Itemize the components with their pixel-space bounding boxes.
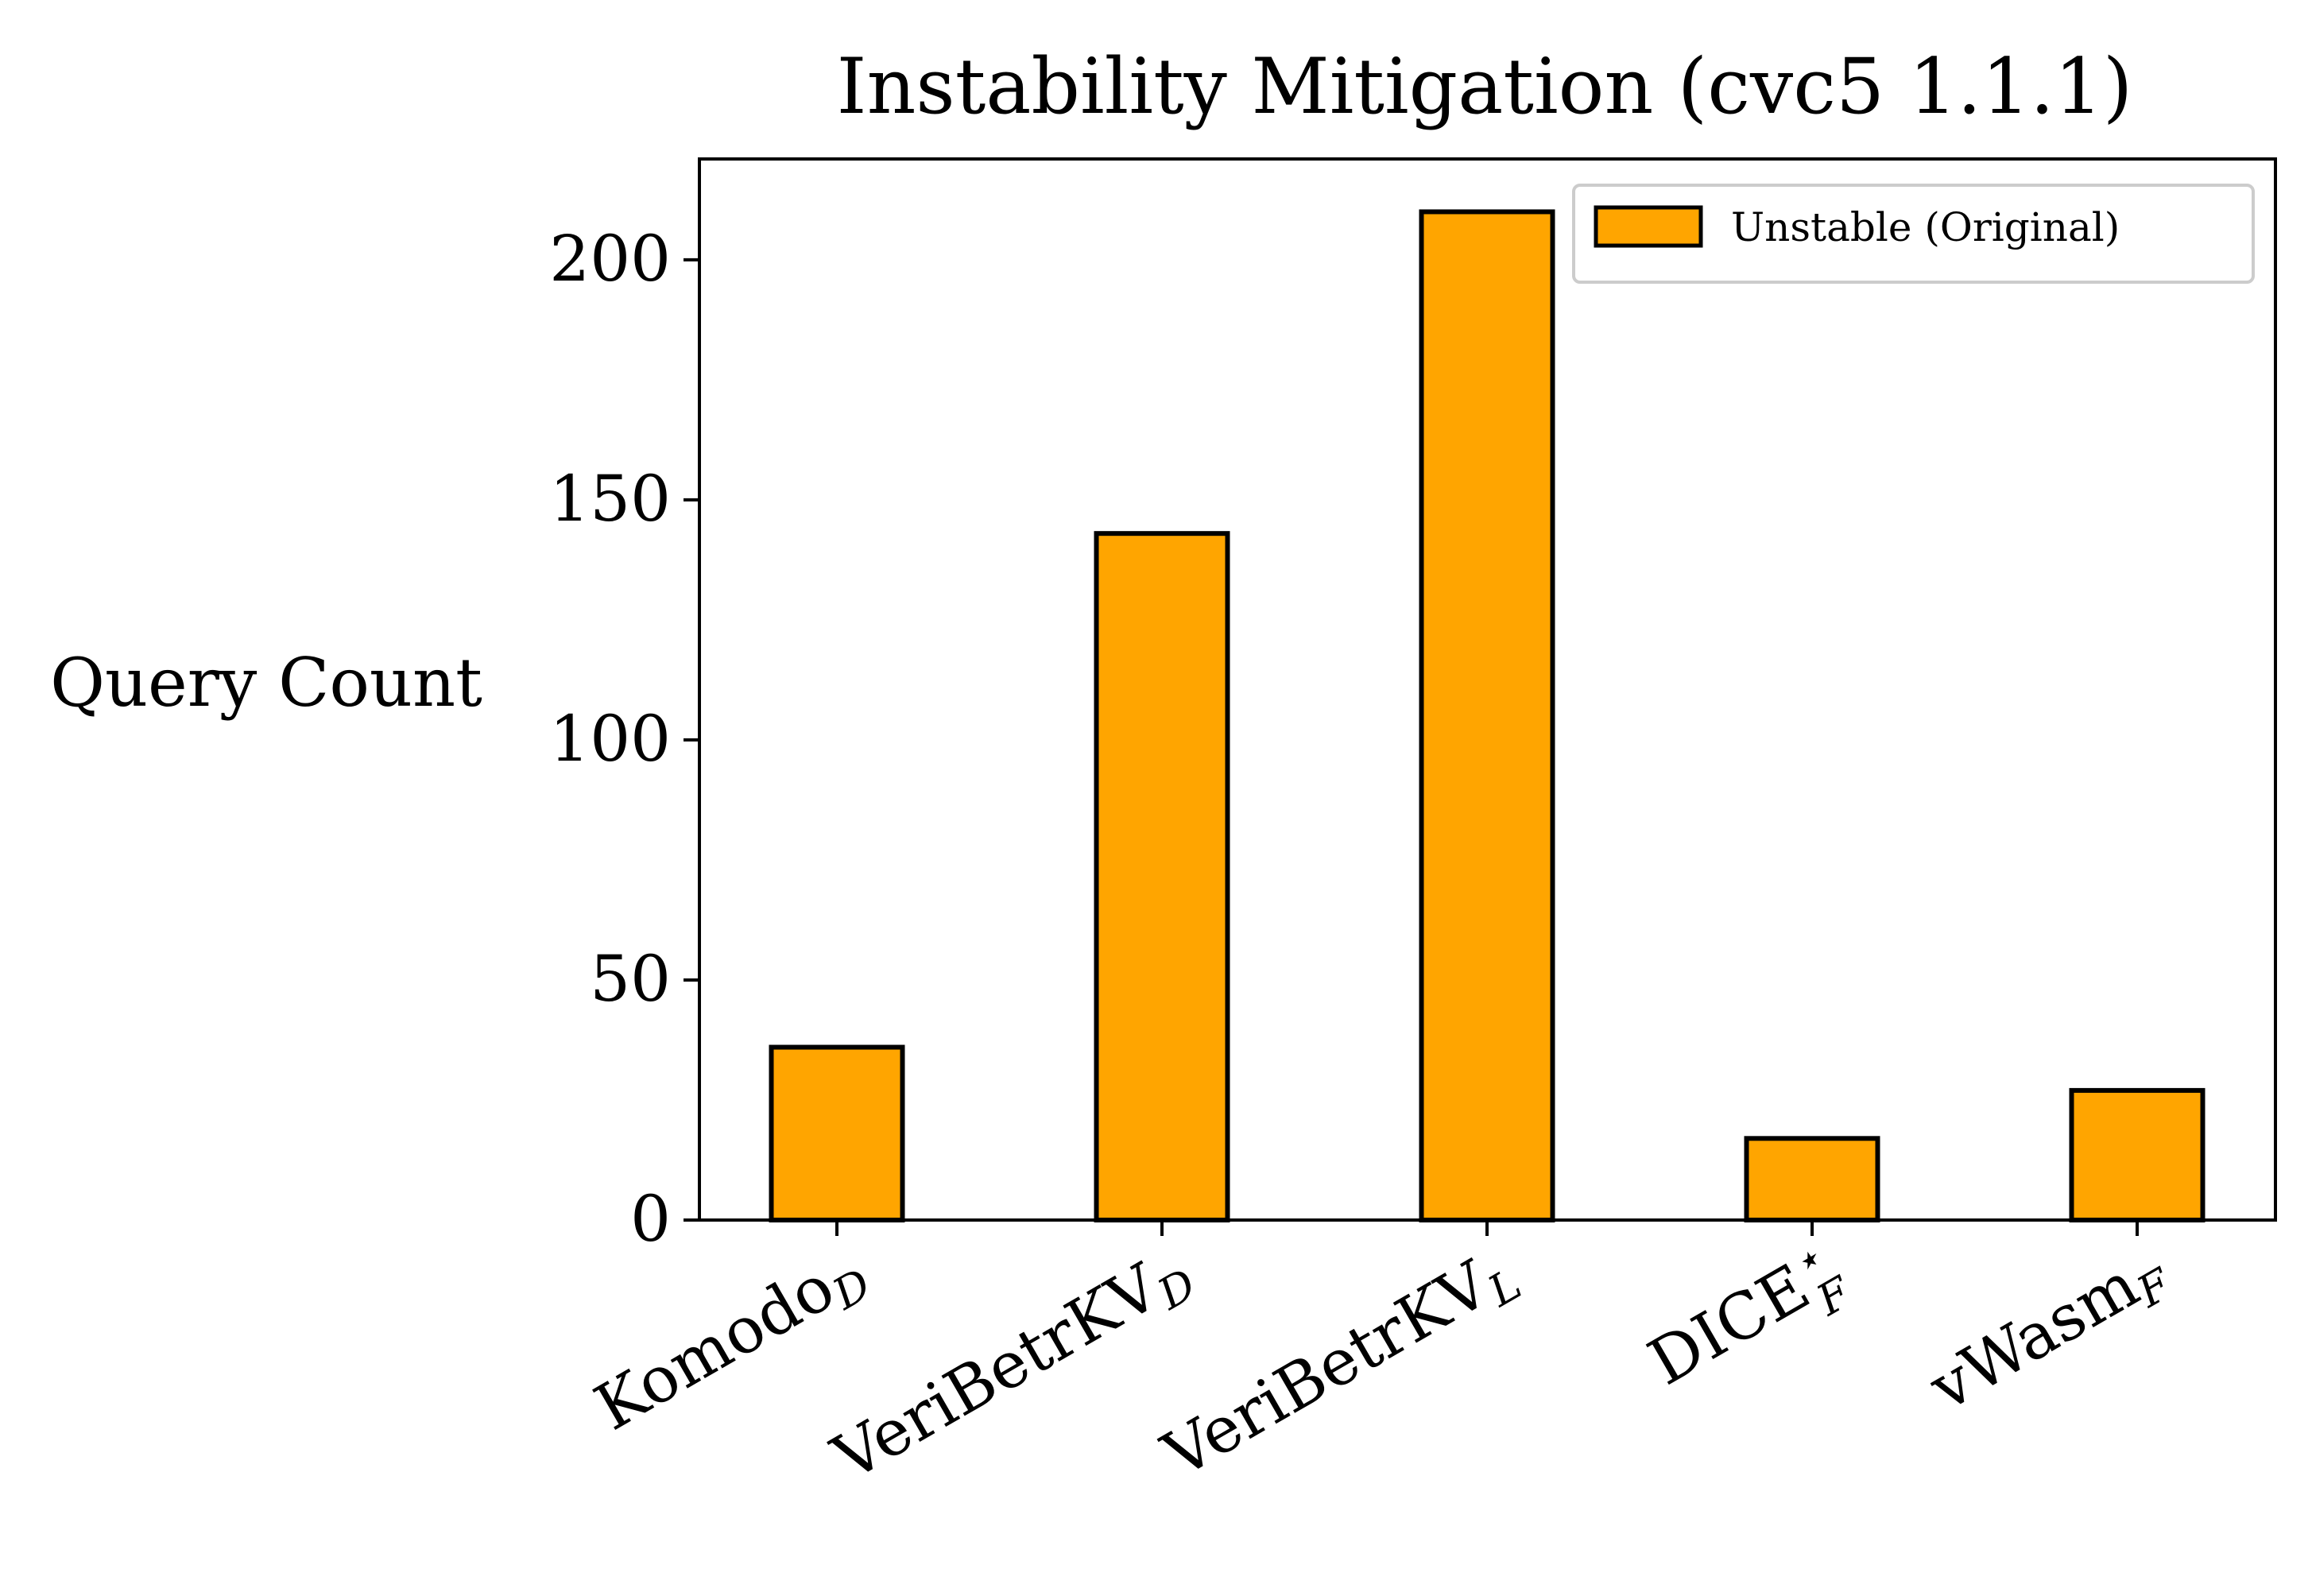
bar-3 — [1744, 1136, 1880, 1223]
y-axis-label: Query Count — [50, 644, 482, 722]
x-tick-label-3: DICE⋆F — [1634, 1227, 1861, 1413]
chart-title: Instability Mitigation (cvc5 1.1.1) — [837, 42, 2133, 131]
y-tick-label: 50 — [590, 942, 671, 1016]
y-tick-label: 100 — [549, 702, 671, 776]
legend-swatch — [1594, 205, 1703, 248]
y-tick-label: 200 — [549, 222, 671, 296]
legend: Unstable (Original) — [1572, 184, 2255, 284]
x-tick-label-2: VeriBetrKVL — [1150, 1233, 1529, 1498]
legend-label: Unstable (Original) — [1731, 204, 2120, 250]
x-tick-label-4: vWasmF — [1917, 1232, 2182, 1431]
x-tick-label-0: KomodoD — [583, 1233, 879, 1451]
y-tick-label: 0 — [630, 1182, 671, 1256]
y-tick-label: 150 — [549, 462, 671, 536]
x-tick-label-1: VeriBetrKVD — [820, 1233, 1204, 1501]
bar-0 — [769, 1044, 905, 1222]
ticks-layer: 0 50 100 150 200 KomodoDVeriBetrKVDVeriBetrKV… — [549, 222, 2182, 1501]
bar-2 — [1419, 209, 1555, 1222]
bars-layer — [769, 209, 2206, 1223]
legend-box — [1572, 184, 2255, 284]
bar-4 — [2069, 1087, 2206, 1223]
bar-1 — [1094, 531, 1230, 1222]
